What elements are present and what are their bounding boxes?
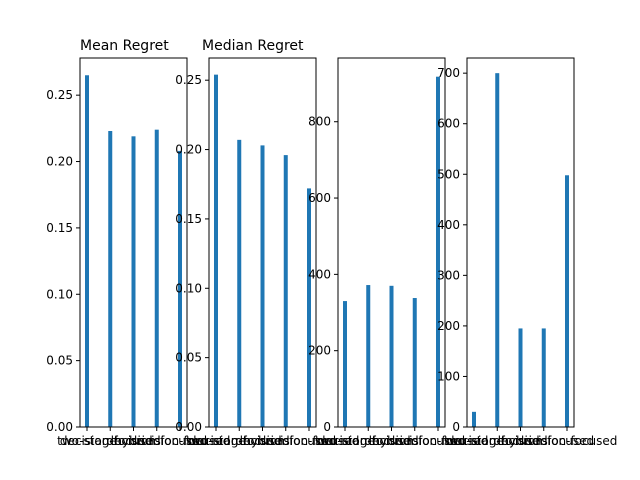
y-tick-label: 0.00 bbox=[175, 420, 202, 434]
x-tick-label: hybrid bbox=[501, 434, 539, 448]
y-tick-label: 0.05 bbox=[46, 354, 73, 368]
y-tick-label: 600 bbox=[308, 191, 331, 205]
x-tick-label: two-stage bbox=[57, 434, 117, 448]
bar bbox=[412, 298, 417, 427]
x-tick-label: two-stage bbox=[186, 434, 246, 448]
bar bbox=[260, 145, 265, 427]
bar bbox=[472, 411, 476, 427]
bar bbox=[495, 73, 500, 428]
x-tick-label: decision-focused bbox=[235, 434, 336, 448]
x-tick-label: two-stage bbox=[444, 434, 504, 448]
y-tick-label: 200 bbox=[437, 319, 460, 333]
y-tick-label: 300 bbox=[437, 268, 460, 282]
y-tick-label: 0 bbox=[323, 420, 331, 434]
y-tick-label: 800 bbox=[308, 115, 331, 129]
bar bbox=[178, 150, 182, 427]
bar bbox=[154, 129, 159, 427]
subplot-third: 0200400600800two-stagedecision-focusedhy… bbox=[308, 57, 489, 448]
y-tick-label: 0.00 bbox=[46, 420, 73, 434]
x-tick-label: decision-focused bbox=[388, 434, 489, 448]
bar bbox=[108, 131, 113, 427]
y-tick-label: 0.20 bbox=[46, 155, 73, 169]
x-tick-label: hybrid bbox=[114, 434, 152, 448]
y-tick-label: 400 bbox=[308, 267, 331, 281]
x-tick-label: decision-focused bbox=[447, 434, 548, 448]
bar bbox=[518, 328, 523, 427]
subplot-fourth: 0100200300400500600700two-stagedecision-… bbox=[437, 57, 618, 448]
subplot-mean-regret: Mean Regret 0.00 0.05 0.10 0.15 0.20 0.25 two-… bbox=[46, 38, 230, 448]
x-tick-label: hybrid bbox=[243, 434, 281, 448]
x-tick-label: decision-focused bbox=[259, 434, 360, 448]
y-tick-label: 0.25 bbox=[175, 73, 202, 87]
x-tick-label: decision-focused bbox=[364, 434, 465, 448]
bar bbox=[366, 285, 371, 427]
x-tick-label: two-stage bbox=[315, 434, 375, 448]
bar bbox=[214, 74, 218, 428]
y-tick-label: 600 bbox=[437, 117, 460, 131]
bar bbox=[389, 285, 394, 427]
y-tick-label: 0.05 bbox=[175, 351, 202, 365]
bar bbox=[343, 301, 347, 427]
bar bbox=[541, 328, 546, 427]
bar bbox=[436, 76, 440, 428]
y-tick-label: 200 bbox=[308, 344, 331, 358]
y-tick-label: 0.15 bbox=[46, 221, 73, 235]
x-tick-label: decision-focused bbox=[493, 434, 594, 448]
x-tick-label: hybrid bbox=[372, 434, 410, 448]
x-tick-label: decision-focused bbox=[60, 434, 161, 448]
x-tick-label: decision-focused bbox=[189, 434, 290, 448]
y-tick-label: 0.25 bbox=[46, 88, 73, 102]
subplot-title: Median Regret bbox=[202, 38, 304, 54]
y-tick-label: 500 bbox=[437, 167, 460, 181]
x-tick-label: decision-focused bbox=[130, 434, 231, 448]
y-tick-label: 0.15 bbox=[175, 212, 202, 226]
x-tick-label: decision-focused bbox=[106, 434, 207, 448]
bar bbox=[237, 139, 242, 427]
y-tick-label: 700 bbox=[437, 66, 460, 80]
subplot-title: Mean Regret bbox=[80, 38, 169, 54]
y-tick-label: 400 bbox=[437, 218, 460, 232]
subplot-median-regret: Median Regret 0.00 0.05 0.10 0.15 0.20 0.25 tw… bbox=[175, 38, 359, 448]
y-tick-label: 0 bbox=[452, 420, 460, 434]
y-tick-label: 0.10 bbox=[46, 287, 73, 301]
bar bbox=[565, 175, 569, 427]
y-tick-label: 0.20 bbox=[175, 143, 202, 157]
y-tick-label: 0.10 bbox=[175, 281, 202, 295]
bar bbox=[283, 155, 288, 427]
bar bbox=[85, 75, 89, 427]
bar bbox=[307, 188, 311, 427]
x-tick-label: decision-focused bbox=[517, 434, 618, 448]
bar bbox=[131, 136, 136, 427]
x-tick-label: decision-focused bbox=[318, 434, 419, 448]
y-tick-label: 100 bbox=[437, 369, 460, 383]
